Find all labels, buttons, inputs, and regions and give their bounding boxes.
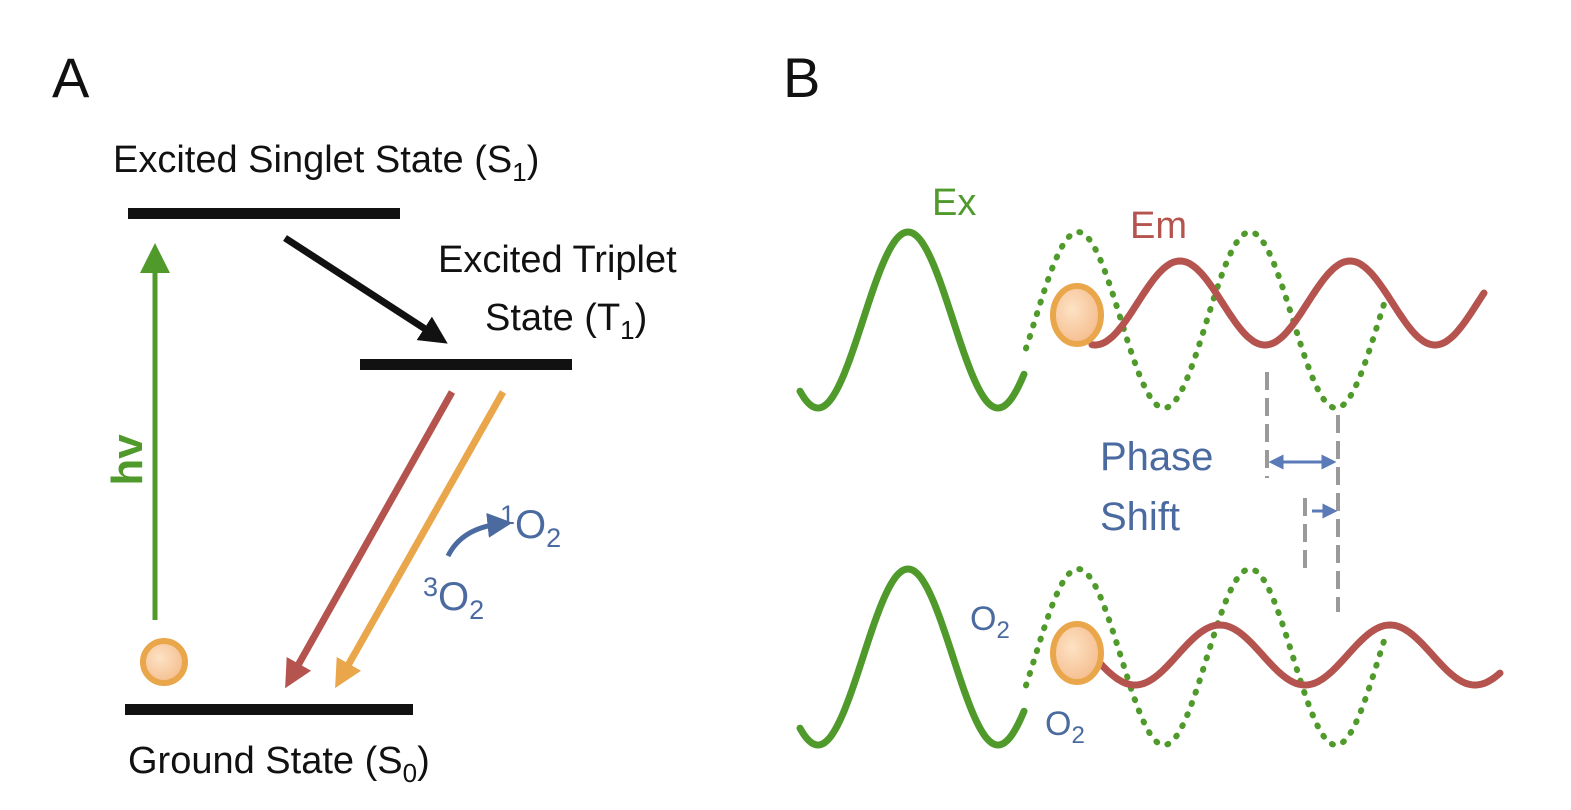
phase-label: Phase	[1100, 435, 1213, 479]
excitation-wave-dotted	[1023, 565, 1387, 749]
triplet-level	[360, 359, 572, 370]
panel-label: A	[52, 46, 90, 109]
wave	[1088, 257, 1488, 349]
wave	[796, 565, 1028, 749]
oxygen-label: O2	[970, 600, 1010, 644]
quenching-arrow	[335, 390, 507, 689]
guides	[1265, 372, 1340, 612]
intersystem-crossing-arrow	[283, 235, 448, 344]
waves	[796, 228, 1504, 749]
excitation-wave-dotted	[1023, 228, 1387, 412]
text: O	[515, 503, 546, 547]
luminophore	[1050, 621, 1104, 685]
luminophore	[1050, 283, 1104, 347]
text: State (T	[485, 297, 620, 339]
text: O	[970, 600, 996, 638]
subscript: 1	[512, 157, 526, 187]
ground-label: Ground State (S0)	[128, 740, 430, 788]
singlet-label: Excited Singlet State (S1)	[113, 139, 539, 187]
panel-label: B	[783, 46, 820, 109]
triplet-oxygen: 3O2	[423, 572, 484, 625]
triplet-label: State (T1)	[485, 297, 647, 345]
subscript: 2	[546, 523, 561, 553]
subscript: 2	[996, 617, 1009, 644]
superscript: 1	[500, 500, 515, 530]
text: Ground State (S	[128, 740, 403, 782]
text: )	[527, 139, 540, 181]
text: O	[438, 575, 469, 619]
oxygen-label: O2	[1045, 705, 1085, 749]
ex-label: Ex	[932, 182, 976, 224]
text: )	[635, 297, 648, 339]
em-label: Em	[1130, 205, 1187, 247]
subscript: 0	[403, 758, 417, 788]
text: O	[1045, 705, 1071, 743]
wave	[796, 228, 1028, 412]
subscript: 2	[1071, 722, 1084, 749]
superscript: 3	[423, 572, 438, 602]
text: Excited Singlet State (S	[113, 139, 512, 181]
subscript: 2	[469, 595, 484, 625]
hv-label: hv	[103, 434, 152, 486]
ground-level	[125, 704, 413, 715]
subscript: 1	[620, 315, 634, 345]
electron	[140, 638, 188, 686]
singlet-level	[128, 208, 400, 219]
triplet-label: Excited Triplet	[438, 239, 677, 281]
phase-label: Shift	[1100, 495, 1180, 539]
singlet-oxygen: 1O2	[500, 500, 561, 553]
text: )	[417, 740, 430, 782]
phosphorescence-arrow	[285, 390, 456, 689]
oxygen-arrow	[445, 512, 513, 558]
wave	[1096, 621, 1504, 689]
